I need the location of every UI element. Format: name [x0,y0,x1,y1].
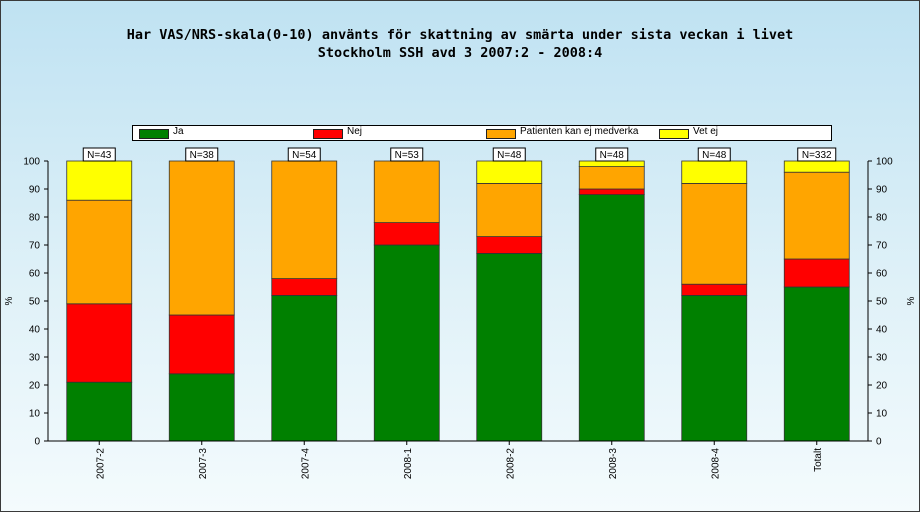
x-tick-label: 2008-1 [403,448,414,480]
y-tick-label-left: 20 [29,381,41,392]
bar-segment-ja-2008-1 [373,244,440,442]
y-tick-label-right: 50 [876,297,888,308]
y-tick-label-left: 0 [34,437,40,448]
legend-label-ja: Ja [173,126,184,137]
y-tick-label-left: 90 [29,185,41,196]
y-tick-label-right: 60 [876,269,888,280]
legend-swatch-vet-ej [659,129,689,139]
bar-segment-vet-ej-Totalt [783,160,850,173]
x-tick-label: 2008-2 [505,448,516,480]
bar-segment-vet-ej-2007-2 [66,160,133,201]
y-tick-label-left: 60 [29,269,41,280]
bar-segment-patienten-kan-ej-medverka-2007-4 [271,160,338,279]
y-tick-label-right: 100 [876,157,893,168]
bar-segment-nej-2008-3 [578,188,645,195]
x-tick-label: 2007-2 [95,448,106,480]
bar-segment-nej-2007-4 [271,278,338,296]
y-axis-label-left: % [4,296,15,305]
y-tick-label-right: 10 [876,409,888,420]
y-tick-label-right: 0 [876,437,882,448]
n-label-box [287,147,321,162]
x-tick-label: 2007-4 [300,448,311,480]
x-tick-label: 2008-4 [710,448,721,480]
bar-segment-nej-2008-1 [373,222,440,246]
n-label-box [492,147,526,162]
n-label-box [697,147,731,162]
legend-label-patienten: Patienten kan ej medverka [520,126,639,137]
chart-title: Har VAS/NRS-skala(0-10) använts för skat… [126,27,794,43]
n-label-box [595,147,629,162]
bar-segment-vet-ej-2008-3 [578,160,645,167]
n-label-box [82,147,116,162]
bar-segment-nej-2008-4 [681,283,748,296]
y-tick-label-right: 20 [876,381,888,392]
legend-swatch-nej [313,129,343,139]
bar-segment-patienten-kan-ej-medverka-Totalt [783,171,850,260]
y-axis-label-right: % [906,296,917,305]
n-label-box [797,147,837,162]
bar-segment-ja-2008-4 [681,294,748,442]
bar-segment-nej-2008-2 [476,236,543,254]
legend-swatch-ja [139,129,169,139]
n-label: N=48 [497,150,522,161]
y-tick-label-right: 30 [876,353,888,364]
bar-segment-patienten-kan-ej-medverka-2007-3 [168,160,235,316]
bar-segment-patienten-kan-ej-medverka-2007-2 [66,199,133,305]
bar-segment-nej-Totalt [783,258,850,288]
bar-segment-patienten-kan-ej-medverka-2008-3 [578,166,645,190]
bar-segment-ja-2007-3 [168,373,235,442]
n-label: N=54 [292,150,317,161]
y-tick-label-right: 90 [876,185,888,196]
bar-segment-ja-2008-2 [476,252,543,442]
n-label: N=48 [702,150,727,161]
bar-segment-ja-2008-3 [578,194,645,442]
bar-segment-nej-2007-2 [66,303,133,383]
bar-segment-nej-2007-3 [168,314,235,375]
bar-segment-patienten-kan-ej-medverka-2008-2 [476,182,543,237]
bar-segment-vet-ej-2008-2 [476,160,543,184]
n-label: N=53 [395,150,420,161]
y-tick-label-right: 80 [876,213,888,224]
bar-segment-patienten-kan-ej-medverka-2008-1 [373,160,440,223]
x-tick-label: 2007-3 [198,448,209,480]
n-label-box [390,147,424,162]
y-tick-label-right: 70 [876,241,888,252]
y-tick-label-right: 40 [876,325,888,336]
y-tick-label-left: 30 [29,353,41,364]
x-tick-label: Totalt [813,448,824,472]
n-label: N=38 [190,150,215,161]
n-label-box [185,147,219,162]
legend-swatch-patienten [486,129,516,139]
n-label: N=43 [87,150,112,161]
bar-segment-ja-2007-2 [66,381,133,442]
y-tick-label-left: 40 [29,325,41,336]
bar-segment-patienten-kan-ej-medverka-2008-4 [681,182,748,285]
chart-subtitle: Stockholm SSH avd 3 2007:2 - 2008:4 [317,45,603,61]
x-tick-label: 2008-3 [608,448,619,480]
y-tick-label-left: 10 [29,409,41,420]
y-tick-label-left: 100 [23,157,40,168]
y-tick-label-left: 70 [29,241,41,252]
bar-segment-ja-2007-4 [271,294,338,442]
bar-segment-vet-ej-2008-4 [681,160,748,184]
legend: Ja Nej Patienten kan ej medverka Vet ej [132,125,832,141]
y-tick-label-left: 50 [29,297,41,308]
bar-segment-ja-Totalt [783,286,850,442]
legend-label-nej: Nej [347,126,363,137]
y-tick-label-left: 80 [29,213,41,224]
n-label: N=48 [600,150,625,161]
n-label: N=332 [802,150,832,161]
legend-label-vet-ej: Vet ej [693,126,719,137]
